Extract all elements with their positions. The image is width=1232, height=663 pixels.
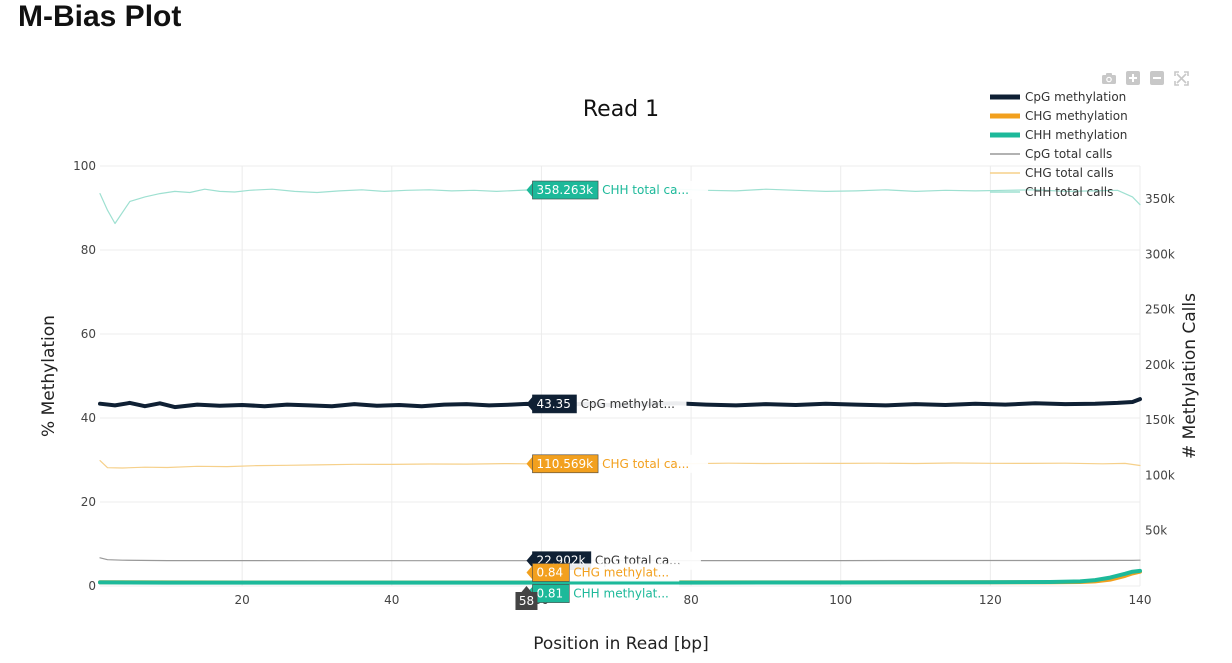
hover-series-name: CpG methylat... [580, 397, 674, 411]
hover-label: 0.84 CHG methylat... [526, 563, 680, 582]
y-tick-label: 0 [88, 579, 96, 593]
hover-series-name: CHG total ca... [602, 457, 689, 471]
x-tick-label: 140 [1129, 593, 1152, 607]
hover-label: 43.35 CpG methylat... [526, 394, 687, 414]
y2-tick-label: 100k [1145, 468, 1175, 482]
series-line-chh-total-calls[interactable] [99, 188, 1141, 225]
chart-legend: CpG methylation CHG methylation CHH methyl… [990, 90, 1128, 199]
legend-item[interactable]: CHG methylation [990, 109, 1128, 123]
hover-x-label: 58 [515, 586, 538, 610]
chart-axes: 0204060801002040608010012014050k100k150k… [73, 159, 1175, 607]
hover-series-name: CHH total ca... [602, 183, 689, 197]
legend-label: CHH total calls [1025, 185, 1113, 199]
legend-label: CpG methylation [1025, 90, 1126, 104]
legend-item[interactable]: CpG total calls [990, 147, 1112, 161]
y2-axis-title: # Methylation Calls [1180, 293, 1200, 459]
chart-title: Read 1 [583, 97, 659, 122]
legend-label: CHG methylation [1025, 109, 1128, 123]
y-tick-label: 60 [81, 327, 96, 341]
hover-value: 0.84 [536, 565, 563, 579]
y2-tick-label: 250k [1145, 303, 1175, 317]
legend-label: CHH methylation [1025, 128, 1127, 142]
hover-value: 43.35 [536, 397, 570, 411]
legend-item[interactable]: CHH total calls [990, 185, 1113, 199]
y-axis-title: % Methylation [39, 315, 59, 437]
legend-item[interactable]: CpG methylation [990, 90, 1126, 104]
y-tick-label: 100 [73, 159, 96, 173]
x-tick-label: 20 [235, 593, 250, 607]
y-tick-label: 80 [81, 243, 96, 257]
hover-x-value: 58 [519, 594, 534, 608]
chart-grid [100, 165, 1141, 587]
x-tick-label: 80 [683, 593, 698, 607]
series-line-chh-methylation[interactable] [98, 568, 1142, 585]
y2-tick-label: 300k [1145, 247, 1175, 261]
chart-modebar [1100, 70, 1190, 86]
hover-value: 110.569k [536, 457, 593, 471]
y2-tick-label: 200k [1145, 358, 1175, 372]
hover-value: 0.81 [536, 587, 563, 601]
hover-label: 110.569k CHG total ca... [526, 454, 709, 474]
y2-tick-label: 50k [1145, 524, 1167, 538]
page-heading: M-Bias Plot [18, 0, 182, 33]
hover-series-name: CHH methylat... [573, 587, 669, 601]
y-tick-label: 40 [81, 411, 96, 425]
x-tick-label: 120 [979, 593, 1002, 607]
x-tick-label: 100 [829, 593, 852, 607]
hover-label: 0.81 CHH methylat... [526, 584, 680, 603]
zoom-out-icon[interactable] [1148, 70, 1166, 86]
y2-tick-label: 150k [1145, 413, 1175, 427]
legend-item[interactable]: CHG total calls [990, 166, 1114, 180]
hover-series-name: CHG methylat... [573, 565, 669, 579]
y2-tick-label: 350k [1145, 192, 1175, 206]
chart-series-layer [98, 188, 1142, 585]
legend-label: CHG total calls [1025, 166, 1114, 180]
zoom-in-icon[interactable] [1124, 70, 1142, 86]
legend-item[interactable]: CHH methylation [990, 128, 1127, 142]
hover-label: 358.263k CHH total ca... [526, 180, 709, 200]
hover-value: 358.263k [536, 183, 593, 197]
camera-icon[interactable] [1100, 70, 1118, 86]
x-axis-title: Position in Read [bp] [533, 634, 708, 654]
hover-tooltips: 358.263k CHH total ca... 43.35 CpG methylat… [515, 180, 709, 610]
autoscale-icon[interactable] [1172, 70, 1190, 86]
x-tick-label: 40 [384, 593, 399, 607]
legend-label: CpG total calls [1025, 147, 1112, 161]
y-tick-label: 20 [81, 495, 96, 509]
